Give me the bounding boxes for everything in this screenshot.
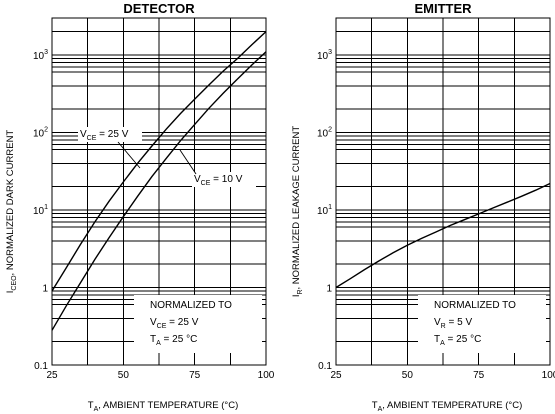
conditions-text: VR = 5 V (434, 317, 472, 330)
conditions-text: TA = 25 °C (434, 334, 481, 347)
x-tick-label: 100 (542, 370, 555, 381)
y-tick-label: 1 (326, 283, 332, 294)
series-label: VCE = 10 V (194, 174, 243, 187)
x-axis-label: TA, AMBIENT TEMPERATURE (°C) (372, 400, 522, 413)
y-tick-label: 102 (317, 126, 332, 139)
plot-area-frame (335, 17, 551, 366)
plot-area-frame (51, 17, 267, 366)
x-tick-label: 75 (189, 370, 201, 381)
x-tick-label: 25 (330, 370, 342, 381)
series-line-1 (51, 31, 267, 292)
x-tick-label: 75 (473, 370, 485, 381)
conditions-text: VCE = 25 V (150, 317, 199, 330)
y-tick-label: 0.1 (318, 361, 332, 372)
y-tick-label: 1 (42, 283, 48, 294)
y-tick-label: 103 (317, 49, 332, 62)
y-tick-label: 103 (33, 49, 48, 62)
x-tick-label: 50 (402, 370, 414, 381)
y-axis-label: ICEO, NORMALIZED DARK CURRENT (5, 130, 18, 294)
conditions-text: NORMALIZED TO (150, 300, 232, 311)
x-axis-label: TA, AMBIENT TEMPERATURE (°C) (88, 400, 238, 413)
series-line-1 (335, 182, 551, 289)
conditions-box (418, 295, 546, 353)
series-label-leader (117, 141, 141, 169)
x-tick-label: 50 (118, 370, 130, 381)
series-label-bg (192, 172, 256, 187)
series-label-leader (179, 149, 197, 175)
conditions-text: NORMALIZED TO (434, 300, 516, 311)
conditions-text: TA = 25 °C (150, 334, 197, 347)
chart-title: EMITTER (414, 1, 472, 16)
y-tick-label: 101 (317, 204, 332, 217)
chart-title: DETECTOR (123, 1, 195, 16)
series-label-bg (78, 127, 142, 142)
y-tick-label: 0.1 (34, 361, 48, 372)
chart-grid (52, 18, 266, 365)
chart-panel-detector: DETECTOR 25 50 75 100 0.1 1 101 102 103 TA, AMBIEN… (5, 1, 275, 413)
chart-panel-emitter: EMITTER 25 50 75 100 0.1 1 101 102 103 TA, AMBIENT… (291, 1, 555, 413)
series-label: VCE = 25 V (80, 129, 129, 142)
x-tick-label: 100 (258, 370, 275, 381)
y-tick-label: 101 (33, 204, 48, 217)
conditions-box (134, 295, 262, 353)
y-tick-label: 102 (33, 126, 48, 139)
series-line-2 (51, 51, 267, 331)
y-axis-label: IR, NORMALIZED LEAKAGE CURRENT (291, 126, 304, 298)
x-tick-label: 25 (46, 370, 58, 381)
